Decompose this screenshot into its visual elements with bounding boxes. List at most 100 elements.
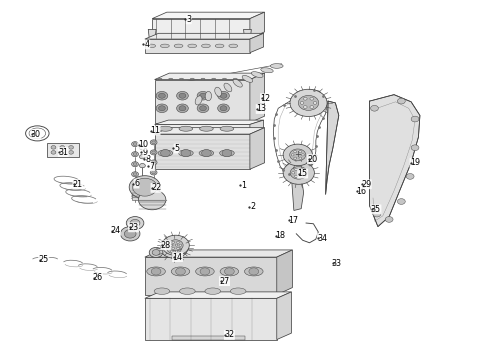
Circle shape [152,171,156,174]
Text: 32: 32 [224,330,234,339]
Circle shape [373,211,381,217]
Text: 9: 9 [143,148,148,157]
Circle shape [69,150,74,154]
Circle shape [151,268,161,275]
Ellipse shape [245,267,263,276]
Circle shape [370,105,378,111]
Circle shape [294,150,296,153]
Circle shape [69,145,74,149]
Circle shape [290,89,327,117]
Circle shape [300,168,303,171]
Circle shape [218,91,229,100]
Text: 8: 8 [146,155,151,164]
Circle shape [156,91,168,100]
Circle shape [51,150,56,154]
Circle shape [152,249,160,255]
Circle shape [152,141,156,144]
Circle shape [133,173,137,176]
Text: 23: 23 [128,223,139,232]
Circle shape [177,247,180,249]
Ellipse shape [171,267,190,276]
Circle shape [133,178,157,196]
Circle shape [298,95,318,111]
Polygon shape [250,33,264,53]
Circle shape [179,244,182,246]
Text: 34: 34 [317,234,327,243]
Polygon shape [148,30,156,39]
Text: 25: 25 [39,255,49,264]
Circle shape [397,199,405,204]
Circle shape [385,217,393,222]
Circle shape [218,104,229,113]
Polygon shape [292,169,304,211]
Ellipse shape [190,78,194,80]
Text: 17: 17 [288,216,298,225]
Bar [145,298,277,339]
Text: 16: 16 [356,187,367,196]
Text: 20: 20 [307,155,318,164]
Polygon shape [250,128,265,169]
Text: 33: 33 [332,259,342,268]
Text: 18: 18 [275,231,285,240]
Circle shape [283,144,313,166]
Ellipse shape [195,96,202,105]
Circle shape [299,150,302,153]
Ellipse shape [205,288,220,294]
Circle shape [132,152,139,157]
Ellipse shape [196,267,214,276]
Circle shape [249,268,259,275]
Circle shape [176,104,188,113]
Circle shape [175,268,185,275]
Text: 26: 26 [93,273,102,282]
Ellipse shape [188,44,196,48]
Circle shape [159,106,165,111]
Circle shape [411,116,419,122]
Circle shape [179,93,186,98]
Circle shape [172,247,174,249]
Circle shape [149,247,163,257]
Circle shape [152,161,156,164]
Circle shape [133,143,137,145]
Bar [152,19,250,39]
Polygon shape [250,73,265,123]
Circle shape [222,149,232,157]
Circle shape [156,104,168,113]
Bar [145,39,250,53]
Circle shape [179,106,186,111]
Circle shape [126,217,144,229]
Circle shape [171,244,173,246]
Circle shape [168,247,171,249]
Circle shape [299,157,302,159]
Ellipse shape [222,78,226,80]
Ellipse shape [178,150,193,156]
Circle shape [139,190,166,210]
Circle shape [160,238,188,258]
Text: 4: 4 [145,40,150,49]
Polygon shape [250,120,264,134]
Circle shape [150,150,157,155]
Circle shape [176,91,188,100]
Ellipse shape [233,79,243,87]
Ellipse shape [147,44,156,48]
Polygon shape [152,12,265,19]
Circle shape [60,150,65,154]
Ellipse shape [205,91,212,101]
Circle shape [291,154,294,156]
Ellipse shape [220,150,234,156]
Circle shape [60,145,65,149]
Ellipse shape [242,76,253,82]
Circle shape [310,106,314,108]
Polygon shape [277,250,293,295]
Circle shape [224,268,234,275]
Text: 12: 12 [261,94,270,103]
Circle shape [301,154,304,156]
Text: 7: 7 [149,162,155,171]
Ellipse shape [212,78,216,80]
Circle shape [130,220,140,226]
Bar [155,134,250,169]
Ellipse shape [261,68,273,73]
Text: 35: 35 [371,205,381,214]
Ellipse shape [199,126,213,131]
Ellipse shape [160,44,169,48]
Circle shape [51,145,56,149]
